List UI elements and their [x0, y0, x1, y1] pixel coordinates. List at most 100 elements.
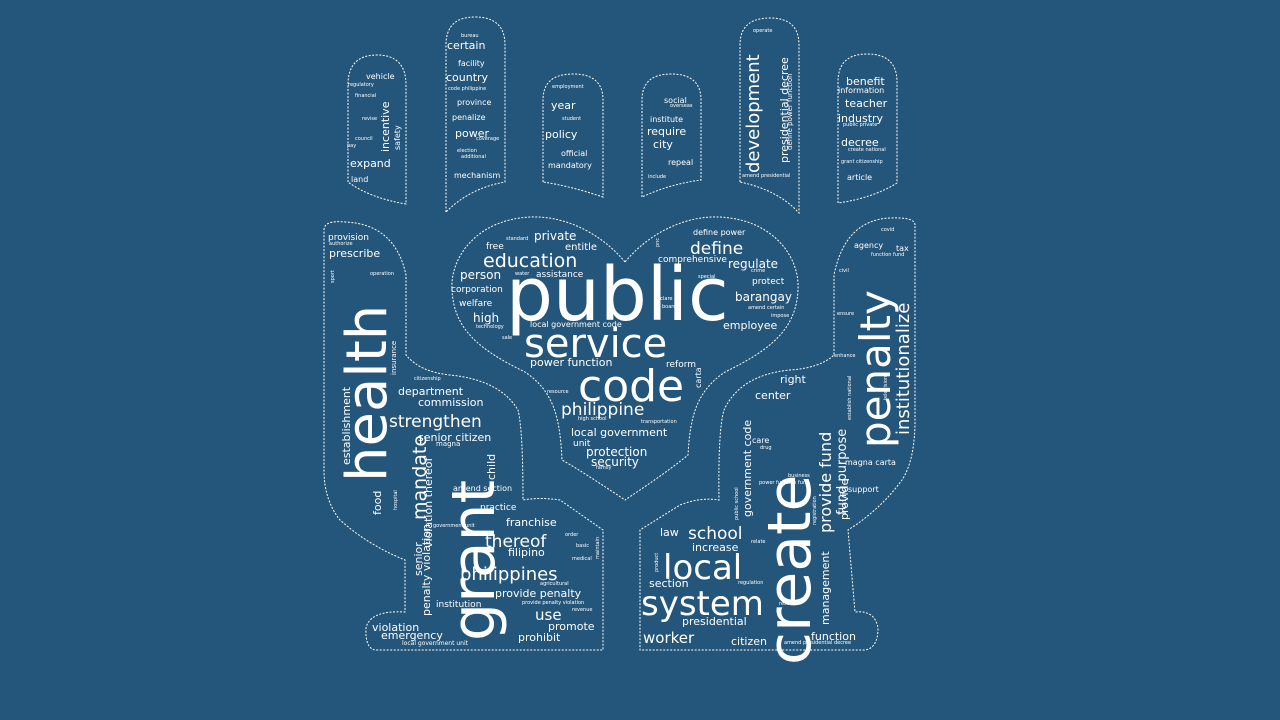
word-water: water: [515, 271, 530, 277]
shape-outlines: [323, 16, 916, 651]
word-land: land: [351, 175, 368, 184]
word-increase: increase: [692, 541, 739, 554]
word-industry: industry: [838, 112, 884, 125]
word-basic: basic: [576, 543, 589, 549]
word-grant-citizenship: grant citizenship: [841, 159, 883, 165]
word-mechanism: mechanism: [454, 171, 501, 180]
word-code-philippine: code philippine: [448, 86, 486, 92]
word-school: school: [688, 524, 743, 544]
word-amend-presidential: amend presidential: [742, 173, 790, 179]
word-worker: worker: [643, 629, 695, 647]
word-authorize: authorize: [329, 241, 353, 247]
word-law: law: [660, 526, 679, 539]
word-grant: grant: [439, 480, 509, 641]
word-expand: expand: [350, 157, 391, 170]
word-covid: covid: [881, 227, 894, 233]
word-tax: tax: [896, 244, 909, 253]
word-function: function: [811, 630, 856, 643]
word-corporation: corporation: [451, 285, 503, 295]
word-election: election: [457, 148, 477, 154]
word-city: city: [653, 138, 673, 151]
word-overseas: overseas: [670, 103, 693, 109]
word-repeal: repeal: [668, 158, 693, 167]
right-hand-outline: [639, 217, 916, 651]
word-additional: additional: [461, 154, 486, 160]
word-insurance: insurance: [390, 341, 398, 375]
word-child: child: [485, 454, 498, 480]
word-institution: institution: [436, 600, 481, 610]
word-ensure: ensure: [837, 311, 854, 317]
word-standard: standard: [506, 236, 528, 242]
word-agricultural: agricultural: [540, 581, 569, 587]
word-safety: safety: [393, 125, 402, 150]
word-development: development: [743, 54, 764, 173]
word-management: management: [819, 551, 832, 625]
word-penalize: penalize: [452, 113, 486, 122]
word-incentive: incentive: [379, 101, 392, 152]
word-practice: practice: [480, 503, 517, 513]
word-define: define: [690, 239, 743, 259]
word-high-school: high school: [578, 416, 607, 422]
word-fund-purpose: fund purpose: [835, 429, 850, 515]
word-reform: reform: [666, 360, 696, 370]
finger-2-outline: [445, 16, 506, 214]
word-family: family: [596, 465, 611, 471]
word-employee: employee: [723, 319, 778, 332]
word-social: social: [664, 96, 687, 105]
word-entitle: entitle: [565, 242, 597, 253]
word-regulatory: regulatory: [348, 82, 374, 88]
word-promote: promote: [548, 620, 595, 633]
word-define-power-function: define power function: [786, 73, 794, 150]
word-local-government-code: local government code: [530, 320, 622, 329]
word-section: section: [649, 577, 689, 590]
word-service: service: [524, 321, 667, 367]
word-official: official: [561, 149, 587, 158]
word-hospital: hospital: [393, 490, 399, 510]
word-institute: institute: [650, 115, 683, 124]
word-amend-certain: amend certain: [748, 305, 784, 311]
word-power: power: [455, 127, 489, 140]
word-public-private: public private: [843, 122, 877, 128]
word-institutionalize: institutionalize: [893, 303, 914, 435]
word-care: care: [752, 436, 769, 445]
word-support: support: [848, 485, 879, 494]
finger-1-outline: [347, 54, 407, 205]
word-presidential-decree: presidential decree: [778, 57, 791, 163]
word-regulate: regulate: [728, 257, 778, 271]
word-citizenship: citizenship: [414, 376, 441, 382]
word-employment: employment: [552, 84, 584, 90]
word-define-power: define power: [693, 228, 746, 237]
word-center: center: [755, 389, 791, 402]
word-product: product: [654, 553, 660, 572]
word-bureau: bureau: [461, 33, 479, 39]
word-barangay: barangay: [735, 290, 792, 304]
word-pnc: pnc: [655, 238, 661, 247]
word-vehicle: vehicle: [366, 72, 395, 81]
word-senior-citizen: senior citizen: [418, 431, 491, 444]
word-mandate: mandate: [409, 435, 431, 520]
word-health: health: [335, 305, 400, 482]
word-board: board: [662, 304, 676, 310]
word-government-code: government code: [741, 420, 754, 517]
word-mandatory: mandatory: [548, 161, 592, 170]
word-drug: drug: [760, 445, 772, 451]
word-commission: commission: [418, 396, 484, 409]
word-carta: carta: [694, 367, 703, 388]
word-financial: financial: [355, 93, 376, 99]
word-certain: certain: [447, 39, 485, 52]
word-transportation: transportation: [641, 419, 677, 425]
word-regulation: regulation: [738, 580, 763, 586]
word-power-function-fund: power function fund: [759, 480, 809, 486]
word-violation-thereof: violation thereof: [422, 457, 435, 548]
word-provide: provide: [838, 478, 851, 520]
word-public: public: [506, 252, 729, 338]
word-revenue: revenue: [572, 607, 592, 613]
word-welfare: welfare: [459, 299, 493, 309]
word-create: create: [755, 475, 825, 665]
word-penalty: penalty: [851, 290, 900, 448]
word-provide-fund: provide fund: [816, 432, 835, 533]
heart-outline: [451, 216, 799, 501]
word-special: special: [698, 274, 715, 280]
word-establish-national: establish national: [847, 376, 853, 420]
word-food: food: [371, 491, 384, 515]
